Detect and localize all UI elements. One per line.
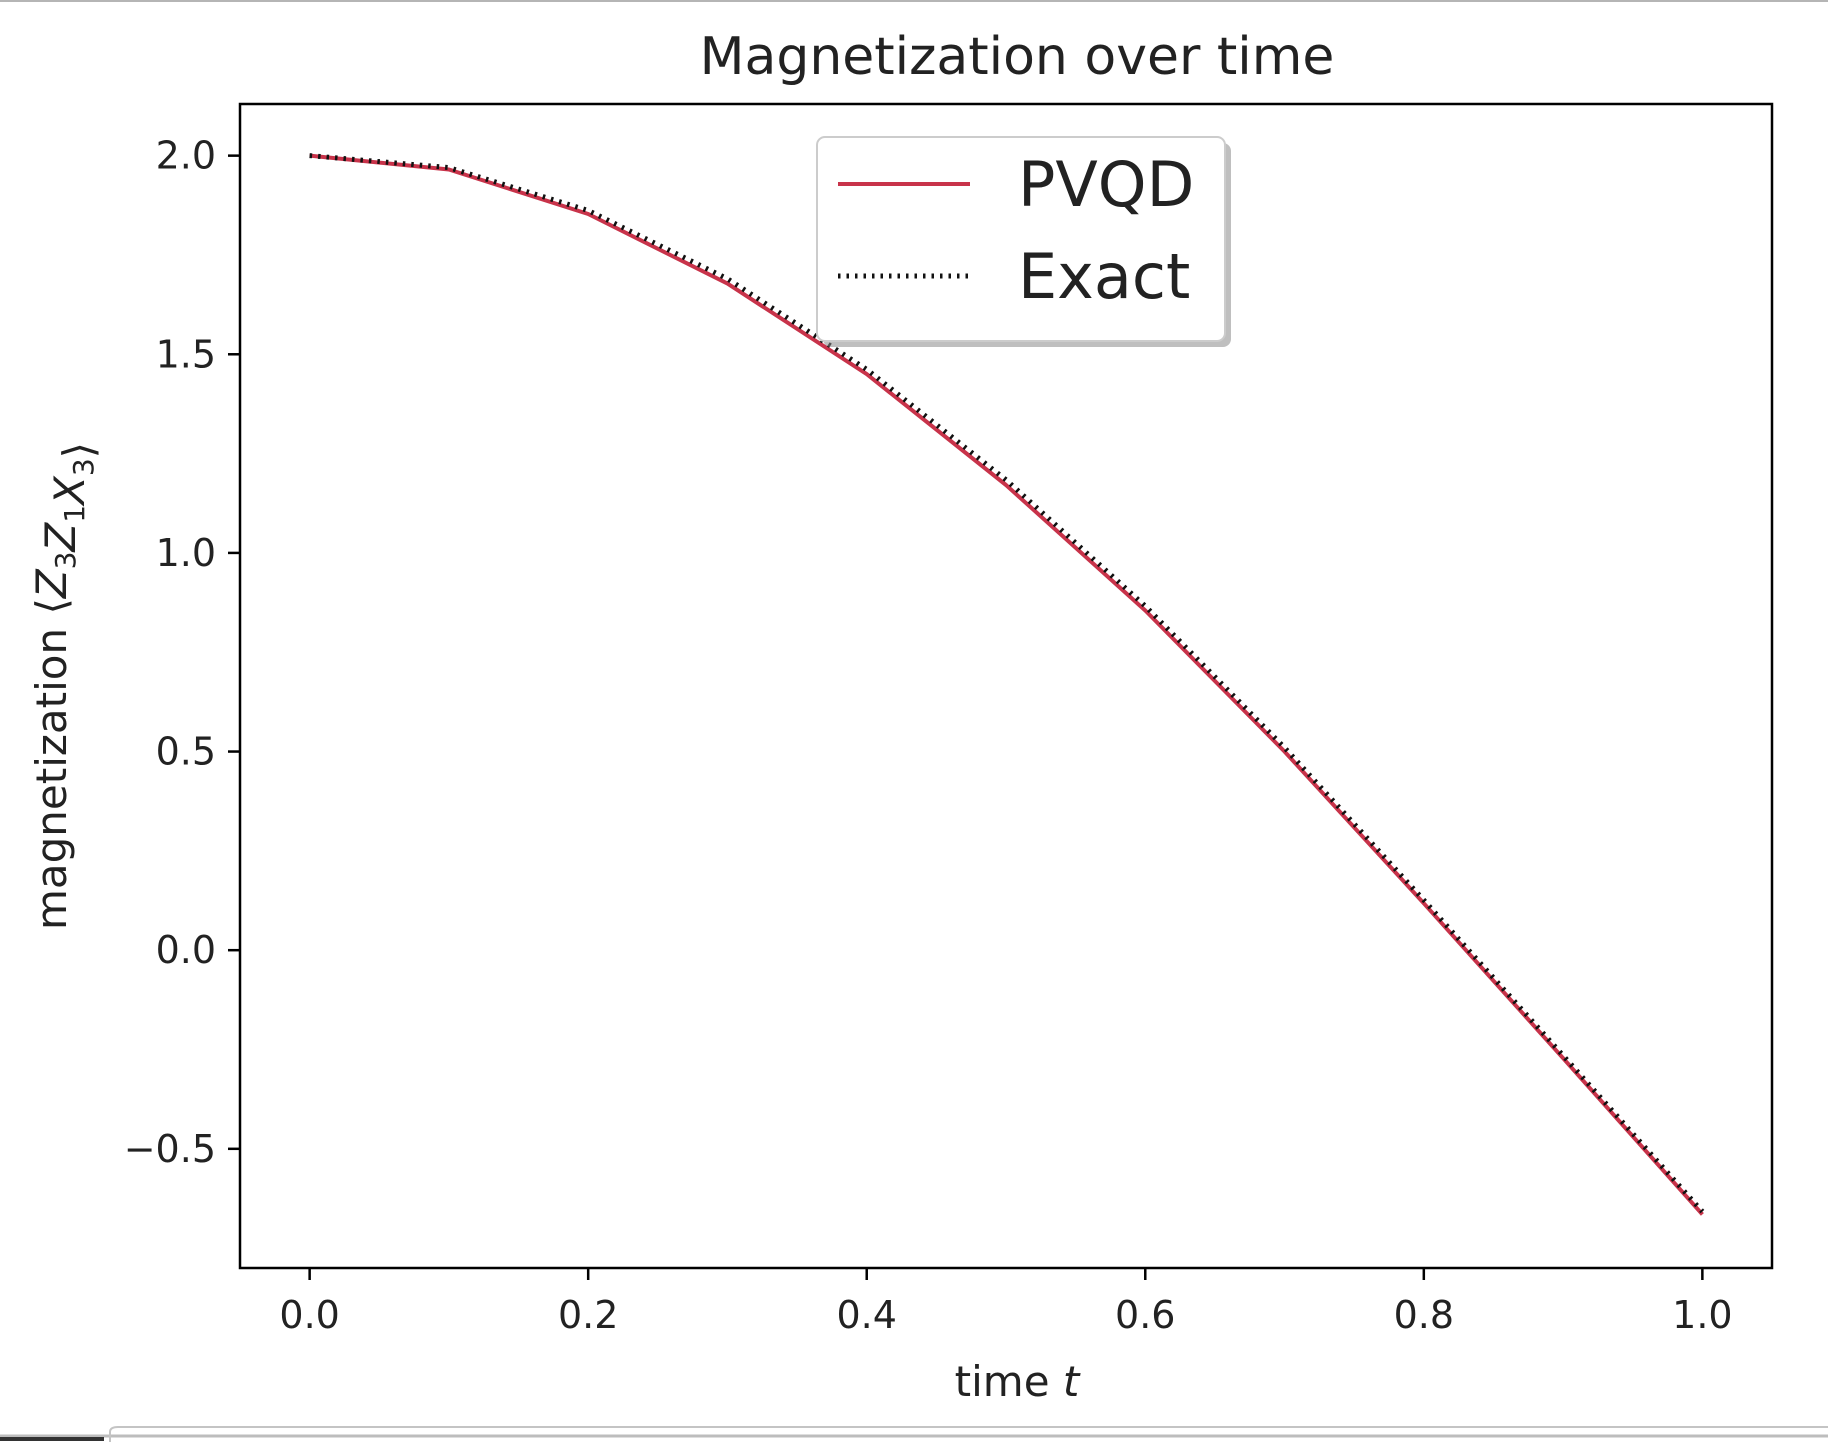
y-axis-label: magnetization ⟨Z3Z1X3⟩	[27, 442, 103, 930]
x-tick-label: 0.6	[1115, 1293, 1175, 1337]
y-tick-label: 1.0	[156, 531, 216, 575]
y-axis-ticks: −0.5 0.0 0.5 1.0 1.5 2.0	[124, 134, 240, 1171]
y-axis-label-operator: Z	[27, 568, 76, 599]
y-axis-label-operator: X	[45, 475, 94, 507]
x-axis-label-text: time	[955, 1357, 1050, 1406]
y-tick-label: 2.0	[156, 134, 216, 178]
x-tick-label: 0.2	[558, 1293, 618, 1337]
chart-title: Magnetization over time	[700, 27, 1335, 87]
x-tick-label: 0.8	[1394, 1293, 1454, 1337]
legend-label-pvqd: PVQD	[1018, 148, 1194, 221]
x-axis-label: time t	[955, 1357, 1081, 1406]
x-axis-label-variable: t	[1063, 1357, 1081, 1406]
y-axis-label-prefix: magnetization ⟨	[27, 598, 76, 930]
legend-label-exact: Exact	[1018, 240, 1190, 313]
y-tick-label: 0.0	[156, 928, 216, 972]
series-line-pvqd	[309, 153, 1704, 1216]
legend-box	[816, 136, 1226, 342]
y-tick-label: 0.5	[156, 730, 216, 774]
x-tick-label: 0.0	[279, 1293, 339, 1337]
legend: PVQD Exact	[816, 136, 1231, 347]
y-axis-label-subscript: 1	[58, 505, 91, 523]
series-lines	[309, 153, 1705, 1216]
window-bottom-edge	[0, 1426, 1828, 1442]
y-tick-label: −0.5	[124, 1127, 216, 1171]
y-axis-label-suffix: ⟩	[54, 442, 103, 458]
y-axis-label-subscript: 3	[67, 458, 100, 476]
x-tick-label: 0.4	[837, 1293, 897, 1337]
y-tick-label: 1.5	[156, 332, 216, 376]
x-axis-ticks: 0.0 0.2 0.4 0.6 0.8 1.0	[279, 1268, 1733, 1337]
series-line-exact	[309, 153, 1705, 1214]
y-axis-label-subscript: 3	[49, 552, 82, 570]
x-tick-label: 1.0	[1672, 1293, 1732, 1337]
y-axis-label-operator: Z	[36, 522, 85, 553]
